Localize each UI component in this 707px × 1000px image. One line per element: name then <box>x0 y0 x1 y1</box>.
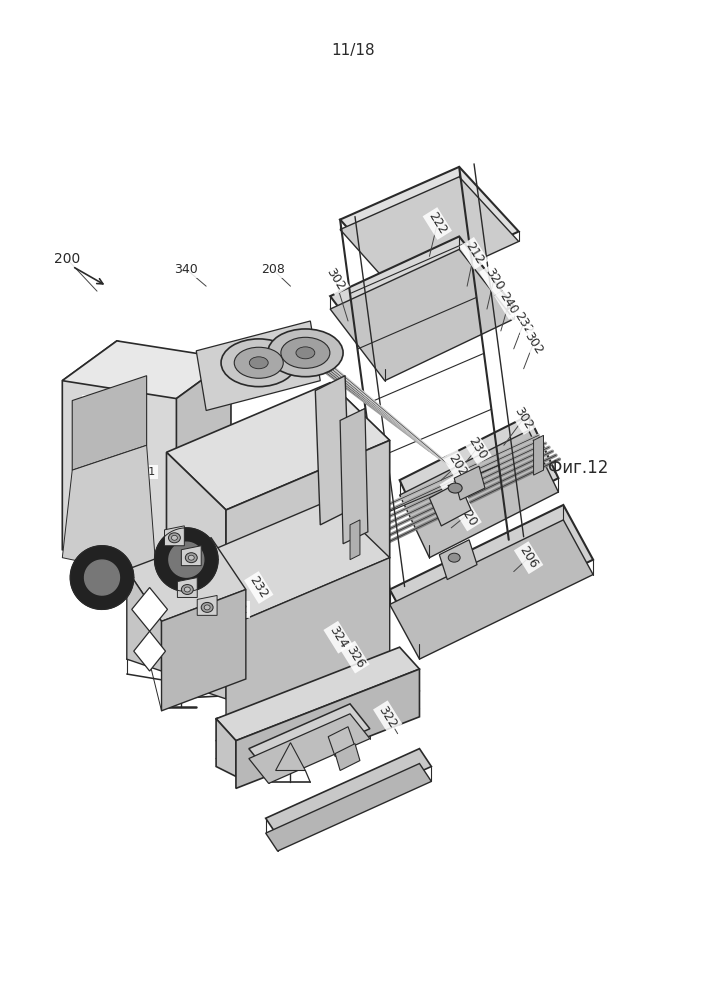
Polygon shape <box>155 528 218 591</box>
Ellipse shape <box>201 602 213 612</box>
Text: 320: 320 <box>482 266 506 293</box>
Ellipse shape <box>268 329 343 377</box>
Text: 302: 302 <box>522 329 545 356</box>
Polygon shape <box>166 383 390 510</box>
Polygon shape <box>166 500 390 627</box>
Polygon shape <box>166 452 226 627</box>
Polygon shape <box>177 578 197 597</box>
Polygon shape <box>127 570 161 671</box>
Ellipse shape <box>296 347 315 359</box>
Text: 200: 200 <box>54 252 81 266</box>
Polygon shape <box>439 540 477 580</box>
Polygon shape <box>169 542 204 577</box>
Polygon shape <box>429 482 471 526</box>
Text: 302: 302 <box>323 266 347 293</box>
Text: Фиг.12: Фиг.12 <box>548 459 609 477</box>
Text: 220: 220 <box>443 479 466 506</box>
Text: 270-1: 270-1 <box>124 467 156 477</box>
Polygon shape <box>70 546 134 609</box>
Polygon shape <box>226 558 390 737</box>
Polygon shape <box>328 727 355 757</box>
Ellipse shape <box>204 605 210 610</box>
Text: 320: 320 <box>455 501 479 528</box>
Polygon shape <box>62 341 211 580</box>
Polygon shape <box>390 505 593 644</box>
Polygon shape <box>534 435 544 475</box>
Polygon shape <box>335 744 360 770</box>
Polygon shape <box>266 764 431 851</box>
Ellipse shape <box>182 585 193 594</box>
Ellipse shape <box>448 483 462 493</box>
Ellipse shape <box>185 587 190 592</box>
Polygon shape <box>454 466 485 500</box>
Text: 242: 242 <box>224 603 247 616</box>
Ellipse shape <box>250 357 268 369</box>
Polygon shape <box>197 321 320 410</box>
Text: 270-4: 270-4 <box>105 413 138 423</box>
Text: 11/18: 11/18 <box>331 43 375 58</box>
Polygon shape <box>340 409 368 544</box>
Ellipse shape <box>185 553 197 563</box>
Polygon shape <box>249 704 370 773</box>
Polygon shape <box>166 570 226 699</box>
Ellipse shape <box>171 535 177 540</box>
Ellipse shape <box>221 339 296 387</box>
Polygon shape <box>340 167 519 286</box>
Text: 208: 208 <box>261 263 285 276</box>
Text: 212: 212 <box>462 240 486 267</box>
Polygon shape <box>399 415 559 545</box>
Text: 232: 232 <box>247 574 271 601</box>
Text: 222: 222 <box>426 210 449 237</box>
Text: 232: 232 <box>512 310 535 336</box>
Polygon shape <box>161 589 246 711</box>
Polygon shape <box>134 631 165 671</box>
Polygon shape <box>276 743 305 770</box>
Polygon shape <box>249 714 370 783</box>
Text: 202: 202 <box>445 452 469 479</box>
Polygon shape <box>216 647 419 741</box>
Polygon shape <box>182 546 201 566</box>
Polygon shape <box>340 177 519 296</box>
Polygon shape <box>226 440 390 627</box>
Polygon shape <box>165 526 185 546</box>
Polygon shape <box>330 249 514 381</box>
Text: 270-2: 270-2 <box>98 453 130 463</box>
Text: 322: 322 <box>376 703 399 730</box>
Polygon shape <box>177 359 231 520</box>
Text: 302: 302 <box>512 405 535 432</box>
Polygon shape <box>350 520 360 560</box>
Ellipse shape <box>234 347 284 378</box>
Text: 326: 326 <box>343 644 367 671</box>
Text: 340: 340 <box>175 263 198 276</box>
Polygon shape <box>62 445 156 578</box>
Ellipse shape <box>168 533 180 543</box>
Polygon shape <box>399 430 559 558</box>
Polygon shape <box>330 236 514 369</box>
Polygon shape <box>197 595 217 615</box>
Text: 270-3: 270-3 <box>84 398 116 408</box>
Polygon shape <box>236 669 419 788</box>
Polygon shape <box>216 719 236 776</box>
Polygon shape <box>62 341 231 399</box>
Text: 324: 324 <box>327 624 350 651</box>
Ellipse shape <box>448 553 460 562</box>
Polygon shape <box>315 376 350 525</box>
Polygon shape <box>266 749 431 836</box>
Text: 230: 230 <box>465 435 489 462</box>
Ellipse shape <box>188 555 194 560</box>
Polygon shape <box>85 560 119 595</box>
Polygon shape <box>72 376 146 470</box>
Ellipse shape <box>281 337 330 368</box>
Polygon shape <box>132 588 168 631</box>
Polygon shape <box>127 538 246 621</box>
Text: 206: 206 <box>517 544 540 571</box>
Polygon shape <box>390 520 593 659</box>
Text: 240: 240 <box>497 290 520 317</box>
